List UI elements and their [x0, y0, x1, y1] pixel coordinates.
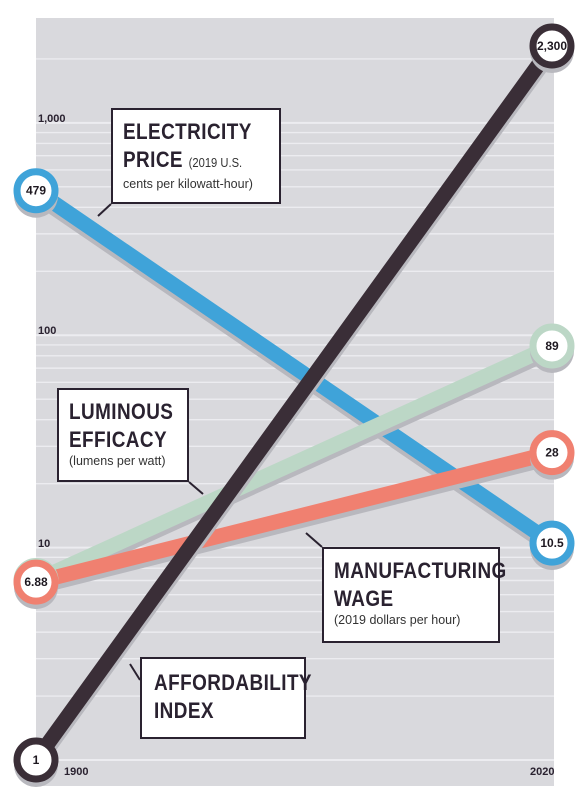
- marker-3-start: [13, 737, 59, 783]
- y-tick-100: 100: [38, 325, 56, 337]
- luminous-unit: (lumens per watt): [69, 454, 166, 468]
- axis-ticks: 1,000 100 10 1900 2020: [38, 113, 554, 778]
- data-label-3-start: 1: [33, 753, 40, 767]
- series-line-1: [28, 338, 560, 589]
- marker-1-end: [529, 323, 575, 369]
- marker-0-start: [13, 168, 59, 214]
- callout-leaders: [97, 203, 323, 681]
- y-tick-10: 10: [38, 538, 50, 550]
- callout-electricity-price: ELECTRICITY PRICE (2019 U.S. cents per k…: [111, 108, 281, 204]
- series-line-3: [28, 38, 560, 768]
- marker-2-start: [13, 559, 59, 605]
- y-tick-1000: 1,000: [38, 113, 66, 125]
- data-label-2-start: 6.88: [24, 575, 48, 589]
- leader-line-3: [129, 663, 141, 681]
- affordability-title-line2: INDEX: [154, 698, 214, 723]
- luminous-title-line2: EFFICACY: [69, 427, 168, 452]
- leader-line-1: [188, 481, 204, 495]
- callout-affordability-index: AFFORDABILITY INDEX: [140, 657, 312, 739]
- x-tick-2020: 2020: [530, 766, 554, 778]
- series-line-2: [28, 445, 560, 590]
- electricity-title-line2: PRICE (2019 U.S.: [123, 146, 249, 177]
- affordability-title-line1: AFFORDABILITY: [154, 670, 312, 695]
- electricity-unit-a: (2019 U.S.: [188, 155, 243, 170]
- electricity-unit-b: cents per kilowatt-hour): [123, 177, 253, 191]
- data-label-2-end: 28: [545, 446, 559, 460]
- marker-0-end: [529, 520, 575, 566]
- x-tick-1900: 1900: [64, 766, 88, 778]
- electricity-title-word: PRICE: [123, 147, 183, 172]
- marker-3-end: [529, 23, 575, 69]
- data-label-0-end: 10.5: [540, 536, 564, 550]
- series-lines: [28, 38, 560, 773]
- electricity-title-line1: ELECTRICITY: [123, 119, 252, 144]
- data-label-0-start: 479: [26, 184, 46, 198]
- callout-manufacturing-wage: MANUFACTURING WAGE (2019 dollars per hou…: [322, 547, 507, 643]
- leader-line-2: [305, 532, 323, 548]
- data-label-1-end: 89: [545, 339, 559, 353]
- wage-title-line2: WAGE: [334, 586, 394, 611]
- callout-luminous-efficacy: LUMINOUS EFFICACY (lumens per watt): [57, 388, 189, 482]
- wage-title-line1: MANUFACTURING: [334, 558, 507, 583]
- luminous-title-line1: LUMINOUS: [69, 399, 174, 424]
- marker-2-end: [529, 430, 575, 476]
- wage-unit: (2019 dollars per hour): [334, 613, 461, 627]
- leader-line-0: [97, 203, 112, 217]
- data-label-3-end: 2,300: [537, 39, 567, 53]
